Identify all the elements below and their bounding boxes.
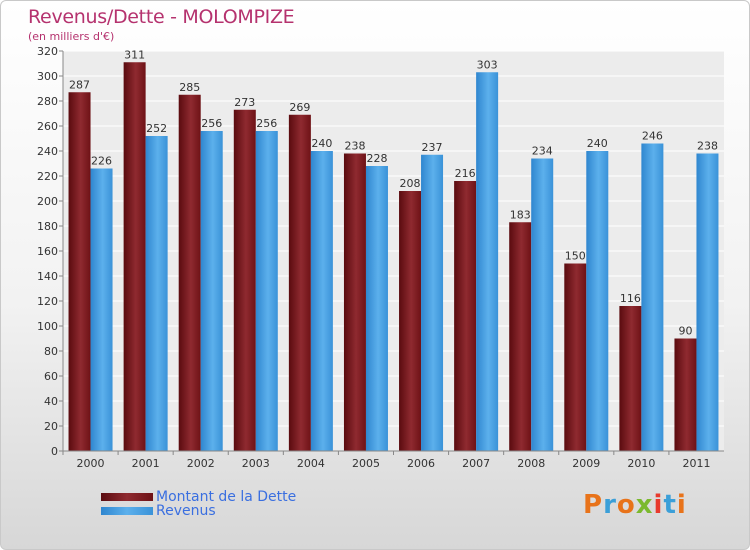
data-label-debt-2006: 208 bbox=[400, 177, 421, 190]
bar-debt-2008 bbox=[509, 222, 532, 451]
chart-subtitle: (en milliers d'€) bbox=[28, 30, 115, 43]
bar-debt-2000 bbox=[68, 92, 91, 451]
data-label-debt-2011: 90 bbox=[678, 325, 692, 338]
y-tick-label: 180 bbox=[37, 220, 58, 233]
logo-letter: r bbox=[603, 490, 617, 520]
legend-item-debt: Montant de la Dette bbox=[101, 489, 296, 505]
bar-revenue-2001 bbox=[145, 136, 168, 451]
grid-layer bbox=[63, 50, 724, 452]
data-label-revenue-2011: 238 bbox=[697, 140, 718, 153]
data-label-debt-2008: 183 bbox=[510, 208, 531, 221]
y-tick-label: 200 bbox=[37, 195, 58, 208]
bar-revenue-2003 bbox=[255, 131, 278, 451]
x-tick-label: 2009 bbox=[572, 457, 600, 470]
y-tick-label: 0 bbox=[51, 445, 58, 458]
proxiti-logo: Proxiti bbox=[583, 490, 687, 520]
legend-swatch-revenue bbox=[101, 507, 153, 515]
y-tick-label: 100 bbox=[37, 320, 58, 333]
legend-item-revenue: Revenus bbox=[101, 503, 216, 519]
data-label-revenue-2010: 246 bbox=[642, 130, 663, 143]
data-label-revenue-2007: 303 bbox=[477, 58, 498, 71]
y-tick-label: 140 bbox=[37, 270, 58, 283]
bar-debt-2009 bbox=[564, 263, 587, 451]
data-label-debt-2010: 116 bbox=[620, 292, 641, 305]
bar-debt-2010 bbox=[619, 306, 642, 451]
data-label-revenue-2004: 240 bbox=[311, 137, 332, 150]
data-label-revenue-2000: 226 bbox=[91, 155, 112, 168]
bar-revenue-2010 bbox=[641, 143, 664, 451]
data-label-revenue-2003: 256 bbox=[256, 117, 277, 130]
y-tick-label: 240 bbox=[37, 145, 58, 158]
x-tick-label: 2011 bbox=[682, 457, 710, 470]
y-tick-label: 80 bbox=[44, 345, 58, 358]
data-label-revenue-2006: 237 bbox=[422, 141, 443, 154]
x-tick-label: 2006 bbox=[407, 457, 435, 470]
bar-debt-2007 bbox=[454, 181, 477, 451]
bar-debt-2011 bbox=[674, 338, 697, 451]
data-label-debt-2007: 216 bbox=[455, 167, 476, 180]
y-tick-label: 160 bbox=[37, 245, 58, 258]
data-label-debt-2000: 287 bbox=[69, 78, 90, 91]
bar-revenue-2005 bbox=[365, 166, 388, 451]
x-tick-label: 2001 bbox=[132, 457, 160, 470]
x-tick-label: 2004 bbox=[297, 457, 325, 470]
logo-letter: t bbox=[663, 490, 677, 520]
x-tick-label: 2008 bbox=[517, 457, 545, 470]
y-tick-label: 120 bbox=[37, 295, 58, 308]
y-tick-label: 280 bbox=[37, 95, 58, 108]
bars-layer bbox=[68, 62, 719, 451]
y-tick-label: 60 bbox=[44, 370, 58, 383]
data-label-debt-2002: 285 bbox=[179, 81, 200, 94]
y-tick-label: 20 bbox=[44, 420, 58, 433]
bar-revenue-2008 bbox=[531, 158, 554, 451]
data-label-revenue-2008: 234 bbox=[532, 145, 553, 158]
x-tick-label: 2005 bbox=[352, 457, 380, 470]
axis-layer: 0 20 40 60 80 100 120 140 160 180 200 220 240 260 280 3… bbox=[37, 45, 724, 470]
legend-label-revenue: Revenus bbox=[156, 503, 216, 519]
y-tick-label: 220 bbox=[37, 170, 58, 183]
data-label-debt-2001: 311 bbox=[124, 48, 145, 61]
y-tick-label: 40 bbox=[44, 395, 58, 408]
data-label-debt-2004: 269 bbox=[289, 101, 310, 114]
bar-revenue-2006 bbox=[421, 154, 444, 451]
legend-label-debt: Montant de la Dette bbox=[156, 489, 297, 505]
bar-revenue-2002 bbox=[200, 131, 223, 451]
x-tick-label: 2000 bbox=[77, 457, 105, 470]
bar-revenue-2007 bbox=[476, 72, 499, 451]
y-tick-label: 300 bbox=[37, 70, 58, 83]
bar-debt-2001 bbox=[123, 62, 146, 451]
data-label-revenue-2005: 228 bbox=[366, 152, 387, 165]
bar-revenue-2000 bbox=[90, 168, 113, 451]
bar-debt-2003 bbox=[233, 109, 256, 451]
bar-debt-2006 bbox=[399, 191, 422, 451]
y-tick-label: 260 bbox=[37, 120, 58, 133]
logo-letter: o bbox=[616, 490, 636, 520]
x-tick-label: 2007 bbox=[462, 457, 490, 470]
bar-revenue-2004 bbox=[310, 151, 333, 451]
chart-title: Revenus/Dette - MOLOMPIZE bbox=[28, 6, 295, 28]
logo-letter: i bbox=[653, 490, 664, 520]
data-label-debt-2005: 238 bbox=[344, 140, 365, 153]
legend-swatch-debt bbox=[101, 493, 153, 501]
data-label-revenue-2009: 240 bbox=[587, 137, 608, 150]
x-tick-label: 2010 bbox=[627, 457, 655, 470]
data-label-revenue-2002: 256 bbox=[201, 117, 222, 130]
bar-debt-2004 bbox=[288, 114, 311, 451]
bar-debt-2005 bbox=[343, 153, 366, 451]
logo-letter: P bbox=[583, 490, 604, 520]
data-label-revenue-2001: 252 bbox=[146, 122, 167, 135]
bar-revenue-2009 bbox=[586, 151, 609, 451]
data-label-debt-2009: 150 bbox=[565, 250, 586, 263]
bar-debt-2002 bbox=[178, 94, 201, 451]
logo-letter: i bbox=[676, 490, 687, 520]
x-tick-label: 2002 bbox=[187, 457, 215, 470]
bar-revenue-2011 bbox=[696, 153, 719, 451]
data-label-debt-2003: 273 bbox=[234, 96, 255, 109]
x-tick-label: 2003 bbox=[242, 457, 270, 470]
logo-letter: x bbox=[635, 490, 654, 520]
y-tick-label: 320 bbox=[37, 45, 58, 58]
